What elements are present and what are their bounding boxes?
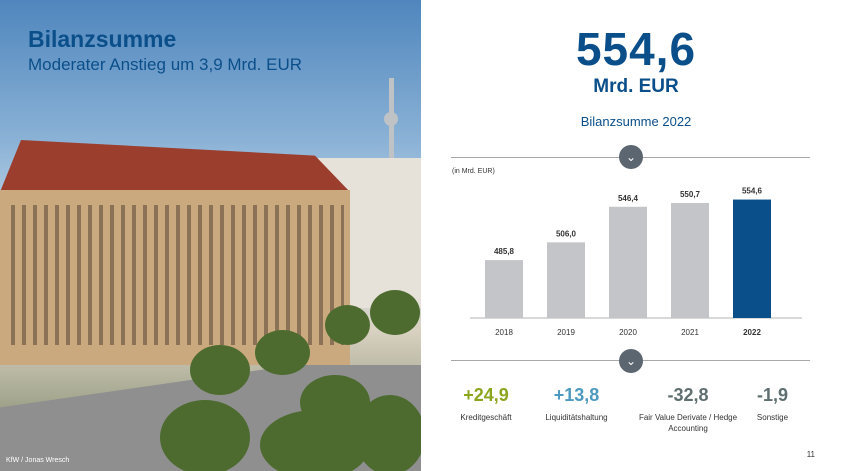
bar-chart: 485,8 2018 506,0 2019 546,4 2020 550,7 2021 554,… bbox=[470, 187, 802, 337]
breakdown-label: Kreditgeschäft bbox=[460, 413, 512, 422]
tree bbox=[370, 290, 420, 335]
bar-2018 bbox=[485, 260, 523, 318]
page-number: 11 bbox=[806, 450, 815, 459]
breakdown-value: -32,8 bbox=[667, 385, 709, 405]
building-windows bbox=[4, 205, 344, 345]
breakdown-value: +13,8 bbox=[553, 385, 600, 405]
slide-heading: Bilanzsumme bbox=[28, 26, 177, 52]
slide-subheading: Moderater Anstieg um 3,9 Mrd. EUR bbox=[28, 55, 303, 74]
tick-label-2021: 2021 bbox=[681, 328, 699, 337]
data-label-2021: 550,7 bbox=[680, 190, 701, 199]
chart-unit-note: (in Mrd. EUR) bbox=[452, 168, 495, 175]
data-label-2022: 554,6 bbox=[742, 187, 763, 196]
tree bbox=[260, 410, 370, 471]
bar-2020 bbox=[609, 206, 647, 318]
tick-label-2019: 2019 bbox=[557, 328, 575, 337]
building-photo: Bilanzsumme Moderater Anstieg um 3,9 Mrd… bbox=[0, 0, 421, 471]
tree bbox=[160, 400, 250, 471]
tv-tower-sphere bbox=[384, 112, 398, 126]
data-label-2020: 546,4 bbox=[618, 194, 639, 203]
photo-credit: KfW / Jonas Wresch bbox=[6, 457, 70, 464]
breakdown-label: Sonstige bbox=[756, 413, 789, 422]
breakdown-value: -1,9 bbox=[756, 385, 789, 405]
tree bbox=[325, 305, 370, 345]
chevron-down-icon[interactable]: ⌄ bbox=[619, 349, 643, 373]
breakdown-value: +24,9 bbox=[463, 385, 509, 405]
breakdown-label: Liquiditätshaltung bbox=[545, 413, 608, 422]
breakdown-item-sonstige: -1,9 Sonstige bbox=[740, 385, 805, 423]
breakdown-item-liquiditaetshaltung: +13,8 Liquiditätshaltung bbox=[534, 385, 619, 423]
kpi-unit: Mrd. EUR bbox=[593, 76, 679, 97]
chevron-down-icon[interactable]: ⌄ bbox=[619, 145, 643, 169]
tick-label-2020: 2020 bbox=[619, 328, 637, 337]
building-roof bbox=[0, 140, 350, 192]
kpi-value: 554,6 bbox=[575, 23, 697, 75]
breakdown-item-fair-value: -32,8 Fair Value Derivate / Hedge Accoun… bbox=[638, 385, 738, 434]
bar-2021 bbox=[671, 202, 709, 318]
bar-2019 bbox=[547, 242, 585, 318]
bar-2022 bbox=[733, 199, 771, 318]
tree bbox=[190, 345, 250, 395]
tick-label-2022: 2022 bbox=[743, 328, 761, 337]
tick-label-2018: 2018 bbox=[495, 328, 513, 337]
kpi-caption: Bilanzsumme 2022 bbox=[580, 114, 692, 129]
tree bbox=[355, 395, 421, 471]
breakdown-label: Fair Value Derivate / Hedge Accounting bbox=[638, 413, 738, 433]
breakdown-item-kreditgeschaeft: +24,9 Kreditgeschäft bbox=[446, 385, 526, 423]
data-label-2018: 485,8 bbox=[494, 247, 515, 256]
data-label-2019: 506,0 bbox=[556, 229, 577, 238]
tree bbox=[255, 330, 310, 375]
